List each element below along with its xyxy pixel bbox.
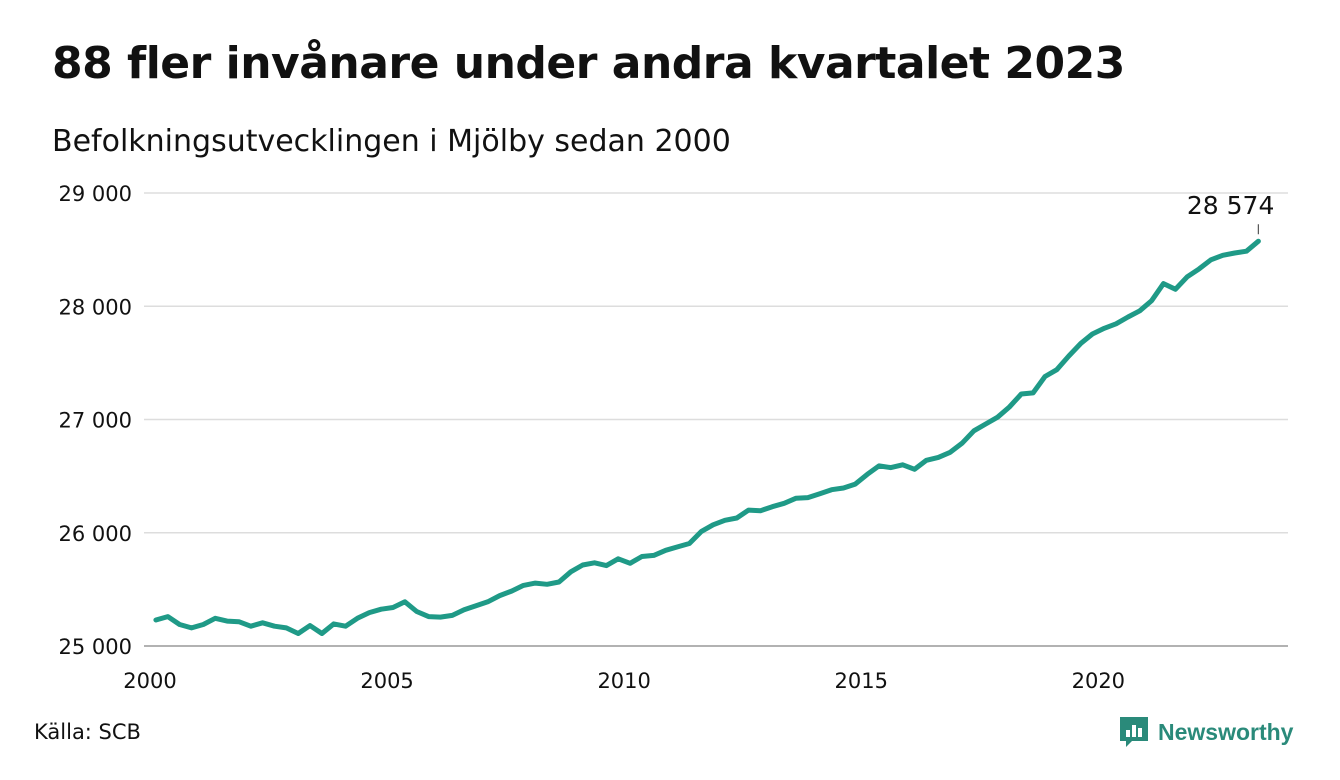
x-tick-label: 2000 — [123, 669, 176, 693]
brand-logo: Newsworthy — [1118, 712, 1293, 752]
annotation-label: 28 574 — [1187, 191, 1274, 220]
brand-name: Newsworthy — [1158, 718, 1294, 745]
x-tick-label: 2005 — [360, 669, 413, 693]
last-value-annotation: 28 574 — [1187, 191, 1274, 235]
y-tick-label: 28 000 — [59, 295, 132, 319]
x-axis-tick-labels: 2000 2005 2010 2015 2020 — [123, 669, 1125, 693]
series-line — [153, 238, 1261, 636]
y-tick-label: 27 000 — [59, 409, 132, 433]
gridlines — [144, 192, 1288, 647]
source-note: Källa: SCB — [34, 720, 141, 744]
chart-subtitle: Befolkningsutvecklingen i Mjölby sedan 2… — [52, 124, 731, 159]
chart-title: 88 fler invånare under andra kvartalet 2… — [52, 38, 1125, 89]
x-tick-label: 2015 — [835, 669, 888, 693]
x-tick-label: 2010 — [597, 669, 650, 693]
newsworthy-logo-icon — [1120, 717, 1148, 747]
y-tick-label: 29 000 — [59, 182, 132, 206]
x-tick-label: 2020 — [1072, 669, 1125, 693]
y-axis-tick-labels: 25 000 26 000 27 000 28 000 29 000 — [59, 182, 132, 659]
y-tick-label: 26 000 — [59, 522, 132, 546]
series-population — [153, 238, 1261, 636]
y-tick-label: 25 000 — [59, 635, 132, 659]
